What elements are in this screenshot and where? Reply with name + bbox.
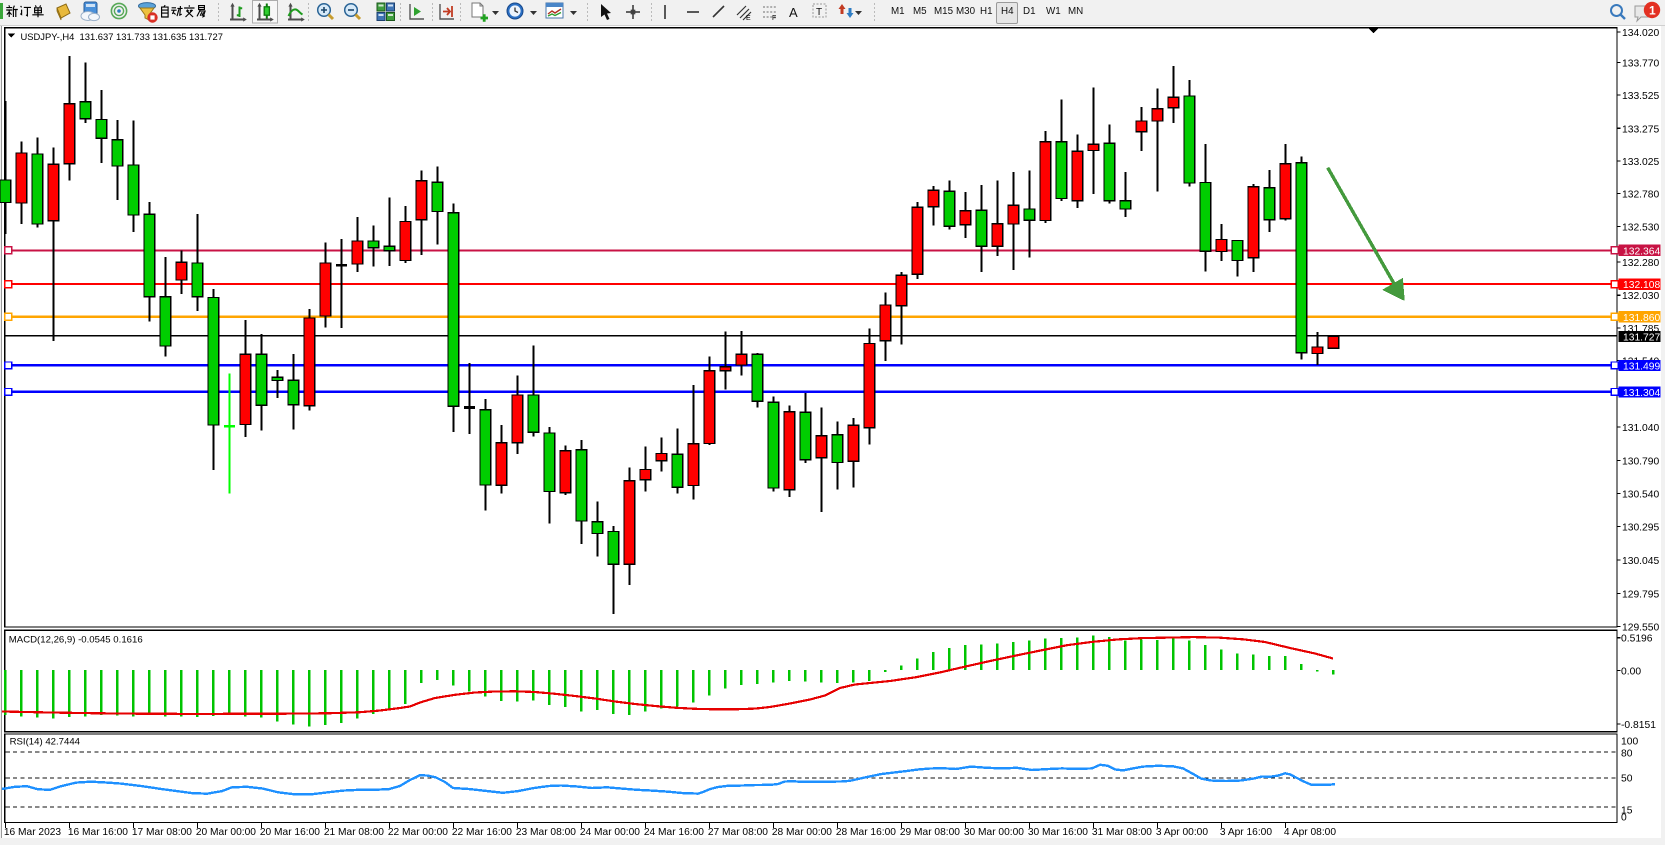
svg-text:80: 80 (1621, 749, 1633, 760)
svg-text:A: A (789, 5, 798, 20)
svg-text:132.280: 132.280 (1622, 258, 1659, 269)
svg-text:23 Mar 08:00: 23 Mar 08:00 (516, 827, 576, 838)
svg-text:1: 1 (1649, 4, 1656, 18)
svg-text:131.040: 131.040 (1622, 423, 1659, 434)
svg-text:31 Mar 08:00: 31 Mar 08:00 (1092, 827, 1152, 838)
svg-text:MACD(12,26,9) -0.0545 0.1616: MACD(12,26,9) -0.0545 0.1616 (9, 635, 143, 646)
svg-text:28 Mar 00:00: 28 Mar 00:00 (772, 827, 832, 838)
svg-text:132.108: 132.108 (1623, 280, 1660, 291)
svg-text:F: F (772, 15, 776, 22)
svg-text:15: 15 (1621, 806, 1633, 817)
svg-text:130.045: 130.045 (1622, 556, 1659, 567)
svg-text:131.727: 131.727 (1623, 333, 1660, 344)
svg-text:20 Mar 00:00: 20 Mar 00:00 (196, 827, 256, 838)
svg-text:132.530: 132.530 (1622, 223, 1659, 234)
svg-text:E: E (746, 15, 751, 22)
svg-text:133.525: 133.525 (1622, 91, 1659, 102)
svg-text:130.295: 130.295 (1622, 523, 1659, 534)
svg-text:0.00: 0.00 (1621, 667, 1641, 678)
svg-text:131.860: 131.860 (1623, 313, 1660, 324)
svg-text:T: T (816, 7, 822, 18)
svg-text:132.364: 132.364 (1623, 246, 1660, 257)
svg-text:100: 100 (1621, 736, 1638, 747)
svg-text:132.030: 132.030 (1622, 291, 1659, 302)
svg-text:30 Mar 16:00: 30 Mar 16:00 (1028, 827, 1088, 838)
svg-text:134.020: 134.020 (1622, 28, 1659, 39)
svg-text:16 Mar 16:00: 16 Mar 16:00 (68, 827, 128, 838)
svg-text:20 Mar 16:00: 20 Mar 16:00 (260, 827, 320, 838)
svg-text:16 Mar 2023: 16 Mar 2023 (4, 827, 62, 838)
svg-text:29 Mar 08:00: 29 Mar 08:00 (900, 827, 960, 838)
svg-text:131.304: 131.304 (1623, 388, 1660, 399)
svg-text:132.780: 132.780 (1622, 190, 1659, 201)
svg-text:133.275: 133.275 (1622, 124, 1659, 135)
svg-text:129.795: 129.795 (1622, 590, 1659, 601)
svg-text:133.770: 133.770 (1622, 58, 1659, 69)
svg-text:133.025: 133.025 (1622, 157, 1659, 168)
svg-text:130.540: 130.540 (1622, 490, 1659, 501)
svg-text:0: 0 (1621, 813, 1627, 824)
svg-text:131.499: 131.499 (1623, 361, 1660, 372)
svg-text:30 Mar 00:00: 30 Mar 00:00 (964, 827, 1024, 838)
svg-text:4 Apr 08:00: 4 Apr 08:00 (1284, 827, 1336, 838)
svg-text:22 Mar 00:00: 22 Mar 00:00 (388, 827, 448, 838)
svg-text:USDJPY-,H4 131.637 131.733 13: USDJPY-,H4 131.637 131.733 131.635 131.7… (21, 31, 223, 42)
svg-text:RSI(14) 42.7444: RSI(14) 42.7444 (10, 737, 81, 748)
svg-text:131.785: 131.785 (1622, 324, 1659, 335)
svg-text:130.790: 130.790 (1622, 457, 1659, 468)
svg-text:0.5196: 0.5196 (1621, 634, 1653, 645)
svg-text:3 Apr 16:00: 3 Apr 16:00 (1220, 827, 1272, 838)
svg-text:28 Mar 16:00: 28 Mar 16:00 (836, 827, 896, 838)
svg-text:22 Mar 16:00: 22 Mar 16:00 (452, 827, 512, 838)
svg-text:27 Mar 08:00: 27 Mar 08:00 (708, 827, 768, 838)
svg-text:24 Mar 00:00: 24 Mar 00:00 (580, 827, 640, 838)
svg-text:50: 50 (1621, 773, 1633, 784)
svg-text:129.550: 129.550 (1622, 623, 1659, 634)
svg-text:21 Mar 08:00: 21 Mar 08:00 (324, 827, 384, 838)
svg-text:3 Apr 00:00: 3 Apr 00:00 (1156, 827, 1208, 838)
svg-text:-0.8151: -0.8151 (1621, 720, 1656, 731)
svg-text:17 Mar 08:00: 17 Mar 08:00 (132, 827, 192, 838)
svg-text:24 Mar 16:00: 24 Mar 16:00 (644, 827, 704, 838)
